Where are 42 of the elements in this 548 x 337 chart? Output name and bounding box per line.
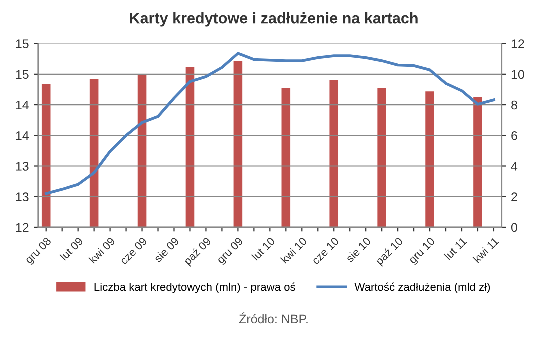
chart-title: Karty kredytowe i zadłużenie na kartach [130, 12, 418, 27]
x-tick-label: gru 10 [408, 237, 438, 266]
y-tick-label: 15 [16, 70, 29, 80]
y-tick-label: 13 [16, 162, 29, 171]
bar [474, 97, 482, 228]
x-tick-label: lut 09 [60, 236, 84, 261]
x-tick-label: sie 10 [345, 236, 372, 264]
bar [42, 84, 51, 228]
bar [282, 88, 291, 228]
x-tick-label: lut 10 [251, 236, 276, 261]
y2-tick-label: 2 [512, 192, 518, 202]
y2-tick-label: 12 [512, 40, 524, 48]
bar [234, 61, 243, 228]
x-tick-label: lut 11 [444, 236, 468, 260]
bar [90, 79, 99, 228]
legend-label: Liczba kart kredytowych (mln) - prawa oś [94, 282, 296, 294]
x-tick-label: gru 09 [216, 237, 246, 266]
y-tick-label: 13 [16, 192, 29, 202]
y2-tick-label: 10 [512, 70, 524, 80]
line-series [44, 52, 496, 196]
y2-tick-label: 0 [511, 223, 518, 232]
x-tick-label: kwi 09 [88, 236, 116, 264]
bar [378, 88, 386, 228]
y-tick-label: 14 [16, 132, 29, 140]
text: Źródło: NBP. [239, 312, 308, 324]
y2-tick-label: 8 [512, 100, 518, 110]
y2-tick-label: 6 [512, 131, 518, 140]
x-tick-label: cze 10 [312, 237, 340, 266]
legend-label: Wartość zadłużenia (mld zł) [354, 282, 490, 294]
x-tick-label: kwi 10 [280, 236, 308, 264]
bar [330, 80, 339, 228]
bar [426, 92, 434, 228]
y-tick-label: 14 [16, 100, 29, 110]
bar [138, 74, 147, 228]
x-tick-label: sie 09 [154, 236, 180, 264]
y-tick-label: 12 [16, 223, 29, 232]
bar [186, 68, 195, 228]
x-tick-label: cze 09 [120, 237, 148, 266]
x-tick-label: gru 08 [24, 237, 54, 266]
x-tick-label: kwi 11 [472, 236, 500, 264]
y2-tick-label: 4 [511, 162, 518, 171]
y-tick-label: 15 [16, 40, 29, 48]
